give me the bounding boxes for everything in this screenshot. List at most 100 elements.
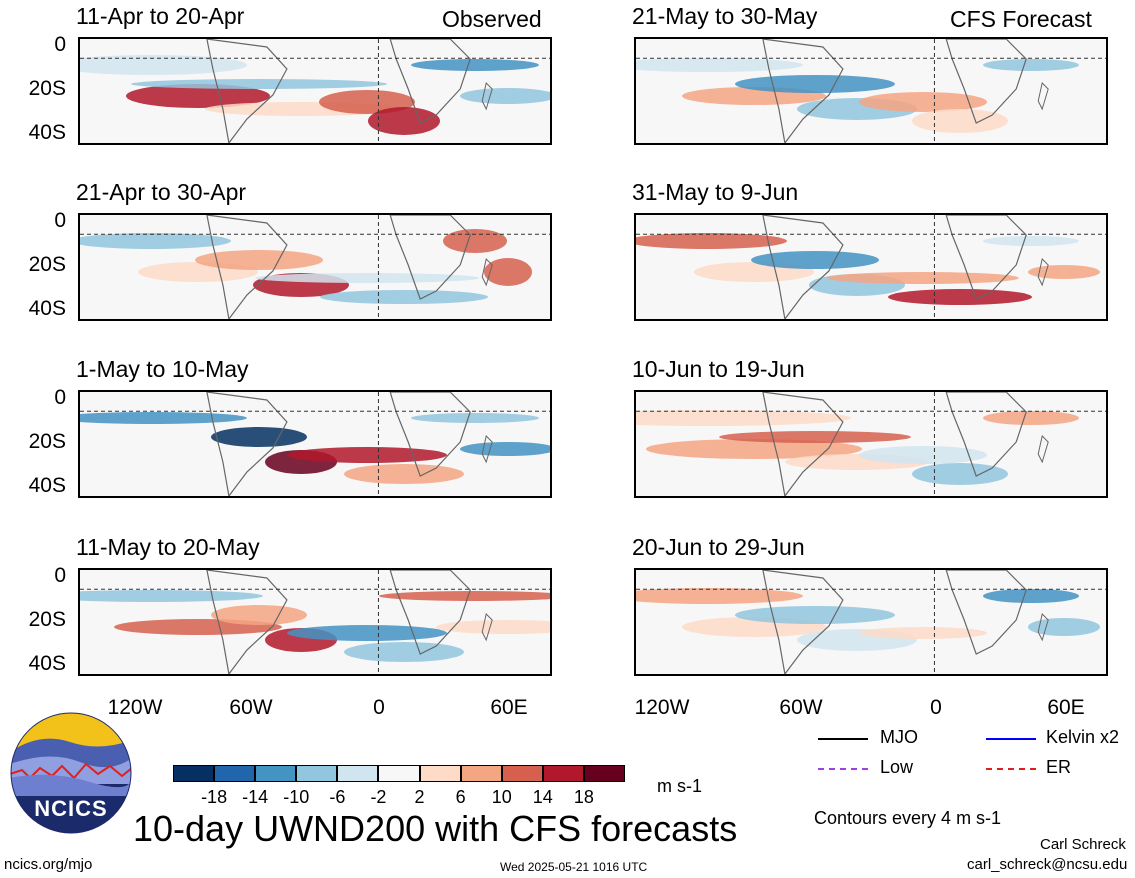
madagascar-outline xyxy=(481,435,493,464)
colorbar-swatch xyxy=(214,765,256,782)
map-panel xyxy=(634,390,1108,498)
africa-outline xyxy=(389,215,471,300)
colorbar-label: 6 xyxy=(455,787,466,807)
y-tick-label: 20S xyxy=(28,430,66,453)
africa-outline xyxy=(389,570,471,655)
x-tick-label: 120W xyxy=(634,696,690,719)
south-america-outline xyxy=(206,392,288,496)
y-tick-label: 0 xyxy=(54,209,66,232)
shaded-region xyxy=(888,289,1032,305)
panel-title: 21-Apr to 30-Apr xyxy=(76,179,247,205)
colorbar-label: 14 xyxy=(532,787,553,807)
shaded-region xyxy=(287,447,447,463)
colorbar-label: -6 xyxy=(329,787,346,807)
colorbar-swatch xyxy=(501,765,543,782)
shaded-region xyxy=(255,273,479,283)
shaded-region xyxy=(859,446,987,464)
map-panel xyxy=(634,568,1108,676)
x-tick-label: 60W xyxy=(229,696,273,719)
y-tick-label: 40S xyxy=(28,474,66,497)
africa-outline xyxy=(389,39,471,124)
y-tick-label: 20S xyxy=(28,608,66,631)
map-panel xyxy=(634,213,1108,321)
logo-text: NCICS xyxy=(34,796,108,821)
legend-line-er xyxy=(986,768,1036,770)
timestamp: Wed 2025-05-21 1016 UTC xyxy=(500,860,648,874)
main-title: 10-day UWND200 with CFS forecasts xyxy=(133,808,738,849)
shaded-region xyxy=(983,411,1079,425)
y-tick-label: 20S xyxy=(28,77,66,100)
field-plot xyxy=(636,39,1106,143)
legend-line-mjo xyxy=(818,738,868,740)
shaded-region xyxy=(912,463,1008,485)
x-tick-label: 60E xyxy=(490,696,528,719)
south-america-outline xyxy=(206,570,288,674)
south-america-outline xyxy=(206,215,288,319)
x-tick-label: 0 xyxy=(373,696,385,719)
panel-title: 21-May to 30-May xyxy=(632,3,818,29)
y-tick-label: 0 xyxy=(54,386,66,409)
africa-outline xyxy=(945,39,1027,124)
shaded-region xyxy=(859,92,987,112)
shaded-region xyxy=(80,55,247,75)
legend-line-kelvin xyxy=(986,738,1036,740)
map-panel xyxy=(78,213,552,321)
y-tick-label: 20S xyxy=(28,253,66,276)
shaded-region xyxy=(636,58,803,72)
shaded-region xyxy=(344,642,464,662)
shaded-region xyxy=(131,79,387,89)
south-america-outline xyxy=(762,39,844,143)
colorbar xyxy=(173,765,626,784)
shaded-region xyxy=(460,88,550,104)
x-tick-label: 60E xyxy=(1047,696,1085,719)
email: carl_schreck@ncsu.edu xyxy=(967,856,1128,873)
shaded-region xyxy=(379,591,550,601)
panel-title: 10-Jun to 19-Jun xyxy=(632,356,805,382)
madagascar-outline xyxy=(481,613,493,642)
colorbar-swatch xyxy=(460,765,502,782)
legend-kelvin: Kelvin x2 xyxy=(1046,727,1120,747)
colorbar-label: 10 xyxy=(491,787,512,807)
contours-note: Contours every 4 m s-1 xyxy=(814,808,1002,828)
shaded-region xyxy=(983,59,1079,71)
shaded-region xyxy=(80,412,247,424)
panel-title: 11-Apr to 20-Apr xyxy=(76,3,245,29)
units-label: m s-1 xyxy=(657,776,702,796)
shaded-region xyxy=(1028,440,1100,458)
legend-low: Low xyxy=(880,757,914,777)
colorbar-label: -10 xyxy=(283,787,310,807)
south-america-outline xyxy=(762,392,844,496)
shaded-region xyxy=(344,464,464,484)
shaded-region xyxy=(126,84,270,108)
colorbar-label: 2 xyxy=(414,787,425,807)
south-america-outline xyxy=(206,39,288,143)
field-plot xyxy=(80,39,550,143)
shaded-region xyxy=(983,236,1079,246)
author: Carl Schreck xyxy=(1040,836,1126,853)
shaded-region xyxy=(646,439,862,459)
south-america-outline xyxy=(762,215,844,319)
shaded-region xyxy=(912,644,1008,660)
x-tick-label: 60W xyxy=(779,696,823,719)
colorbar-label: -14 xyxy=(242,787,269,807)
madagascar-outline xyxy=(1037,613,1049,642)
panel-title: 20-Jun to 29-Jun xyxy=(632,534,805,560)
shaded-region xyxy=(195,250,323,270)
field-plot xyxy=(80,570,550,674)
shaded-region xyxy=(735,606,895,624)
legend-line-low xyxy=(818,768,868,770)
shaded-region xyxy=(636,410,851,426)
shaded-region xyxy=(443,229,507,253)
shaded-region xyxy=(411,413,539,423)
field-plot xyxy=(636,392,1106,496)
field-plot xyxy=(80,215,550,319)
map-panel xyxy=(78,37,552,145)
shaded-region xyxy=(912,109,1008,133)
y-tick-label: 40S xyxy=(28,121,66,144)
shaded-region xyxy=(1028,88,1100,104)
forecast-label: CFS Forecast xyxy=(950,6,1092,32)
colorbar-label: 18 xyxy=(573,787,594,807)
madagascar-outline xyxy=(1037,435,1049,464)
africa-outline xyxy=(945,215,1027,300)
field-plot xyxy=(636,570,1106,674)
